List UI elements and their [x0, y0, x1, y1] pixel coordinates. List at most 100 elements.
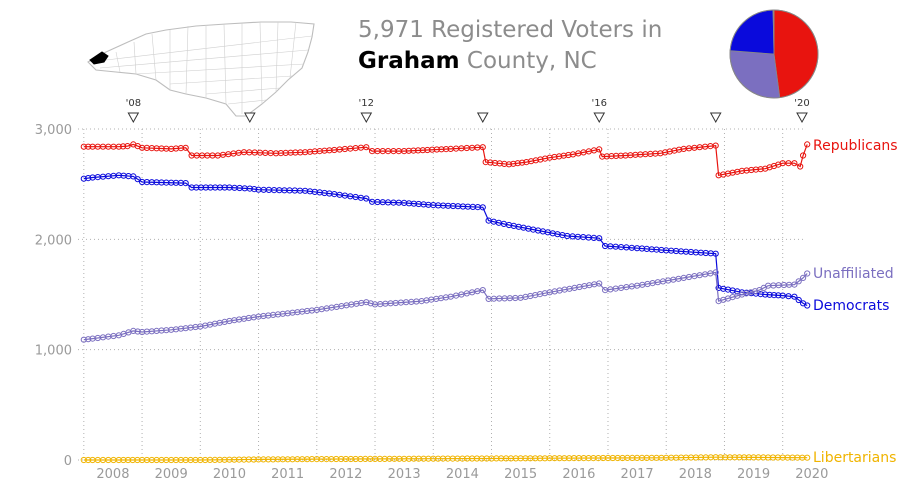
data-point [722, 454, 729, 461]
data-point [712, 142, 719, 149]
data-point [519, 159, 526, 166]
title-line-2: Graham County, NC [358, 48, 597, 74]
data-point [556, 153, 563, 160]
election-triangle-icon [796, 112, 808, 124]
data-point [510, 160, 517, 167]
data-point [804, 141, 811, 148]
data-point [800, 274, 807, 281]
x-tick-label: 2018 [679, 467, 712, 482]
chart-title: 5,971 Registered Voters in Graham County… [358, 17, 662, 74]
chart-axes: 0 1,000 2,000 3,000 2008 2009 2010 2011 2012 2013… [35, 123, 829, 482]
graham-county-marker-icon [89, 51, 109, 65]
data-point [797, 163, 804, 170]
data-point [363, 299, 370, 306]
x-tick-label: 2019 [737, 467, 770, 482]
party-share-pie [729, 9, 819, 99]
series-democrats [80, 172, 811, 309]
data-point [251, 186, 258, 193]
data-point [85, 336, 92, 343]
data-point [433, 146, 440, 153]
x-tick-label: 2011 [271, 467, 304, 482]
election-triangle-icon [127, 112, 140, 124]
data-point [134, 328, 141, 335]
series-label-libertarians: Libertarians [813, 450, 896, 466]
data-point [596, 235, 603, 242]
data-point [115, 456, 122, 464]
data-point [246, 185, 253, 192]
data-point [505, 161, 513, 168]
north-carolina-map-icon [87, 21, 315, 117]
election-triangle-icon [243, 112, 256, 124]
data-point [785, 293, 792, 300]
data-point [479, 287, 486, 294]
data-point [800, 152, 807, 159]
election-markers: '08 '12 '16 '20 [126, 98, 810, 124]
data-point [712, 250, 719, 257]
data-point [496, 160, 503, 167]
data-point [608, 153, 615, 160]
election-triangle-icon [476, 112, 489, 124]
data-point [779, 160, 786, 167]
x-tick-label: 2015 [504, 467, 537, 482]
x-tick-label: 2020 [795, 467, 828, 482]
election-triangle-icon [709, 112, 722, 124]
election-year-label: '08 [126, 98, 141, 109]
pie-slice-republicans [773, 9, 819, 99]
pie-slice-democrats [729, 9, 775, 55]
data-point [795, 278, 802, 285]
data-point [130, 327, 137, 334]
data-point [115, 143, 122, 150]
data-point [599, 153, 606, 160]
data-point [443, 146, 450, 153]
series-unaffiliated [80, 269, 811, 343]
series-libertarians [80, 454, 811, 464]
data-point [757, 291, 764, 298]
data-point [182, 180, 189, 187]
data-point [532, 157, 539, 164]
y-tick-label: 3,000 [35, 123, 72, 138]
series-label-unaffiliated: Unaffiliated [813, 266, 894, 282]
data-point [482, 159, 489, 166]
data-point [731, 454, 738, 461]
data-point [736, 454, 743, 461]
data-point [766, 291, 773, 298]
data-point [804, 270, 811, 277]
data-point [130, 173, 137, 180]
data-point [596, 280, 603, 287]
data-point [791, 293, 798, 300]
x-tick-label: 2009 [155, 467, 188, 482]
data-point [738, 291, 746, 298]
data-point [80, 175, 87, 182]
x-tick-label: 2013 [388, 467, 421, 482]
data-point [596, 146, 603, 153]
data-point [762, 291, 769, 298]
title-line-1: 5,971 Registered Voters in [358, 17, 662, 43]
data-point [85, 175, 92, 182]
data-point [80, 143, 87, 150]
series-line [83, 174, 808, 307]
data-point [795, 296, 802, 304]
y-tick-label: 0 [64, 454, 72, 469]
x-tick-label: 2008 [96, 467, 129, 482]
title-county: Graham [358, 48, 460, 74]
data-point [748, 166, 755, 174]
title-rest: County, NC [460, 48, 597, 74]
series-line [83, 271, 808, 341]
x-tick-label: 2016 [562, 467, 595, 482]
series-label-democrats: Democrats [813, 298, 889, 314]
data-point [775, 292, 782, 299]
x-tick-label: 2017 [621, 467, 654, 482]
y-tick-label: 2,000 [35, 233, 72, 248]
chart-series [80, 141, 811, 464]
data-point [80, 336, 87, 343]
data-point [363, 144, 370, 151]
series-republicans [80, 141, 811, 179]
election-year-label: '20 [794, 98, 809, 109]
data-point [770, 292, 778, 299]
election-triangle-icon [593, 112, 606, 124]
data-point [757, 166, 764, 173]
pie-slice-unaffiliated [729, 50, 781, 99]
data-point [514, 160, 521, 167]
